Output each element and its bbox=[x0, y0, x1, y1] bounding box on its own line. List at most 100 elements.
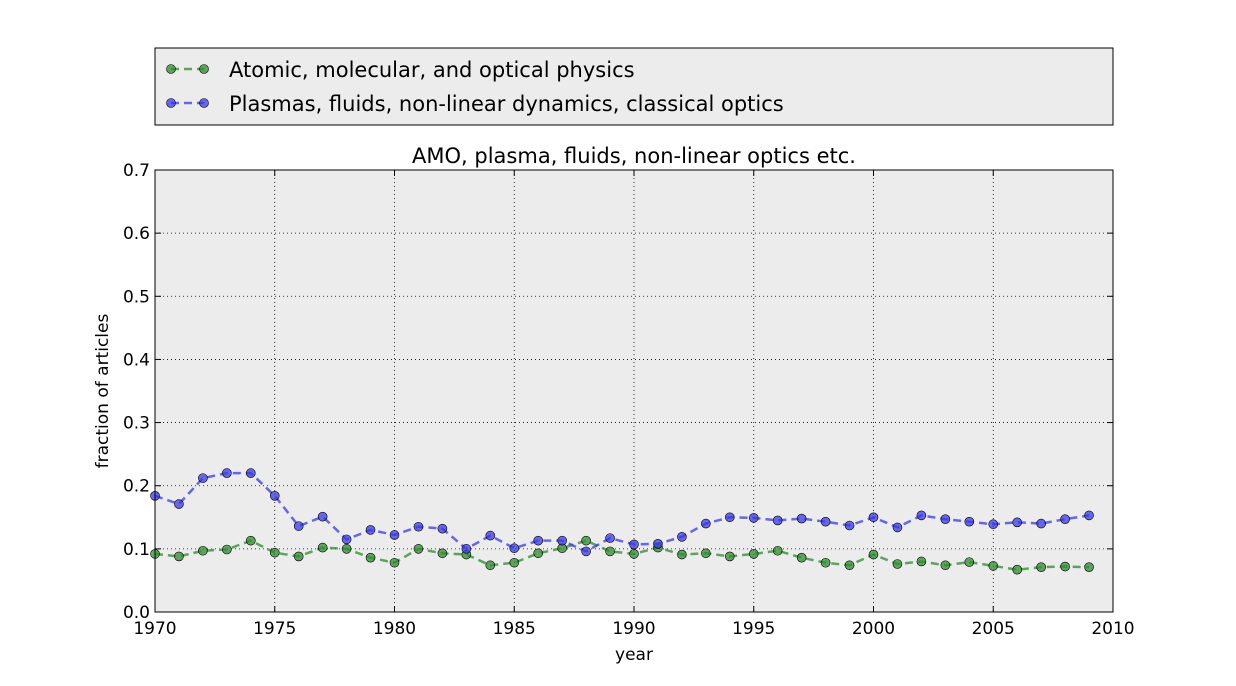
data-point bbox=[796, 552, 807, 563]
data-point bbox=[605, 546, 615, 557]
x-tick-label: 2000 bbox=[852, 619, 895, 639]
data-point bbox=[892, 522, 903, 533]
legend-label: Atomic, molecular, and optical physics bbox=[229, 58, 635, 82]
data-point bbox=[772, 515, 783, 526]
data-point bbox=[389, 530, 400, 540]
data-point bbox=[940, 560, 951, 571]
data-point bbox=[988, 561, 999, 571]
data-point bbox=[509, 543, 520, 554]
x-tick-label: 1980 bbox=[373, 619, 416, 639]
y-tick-label: 0.5 bbox=[123, 287, 150, 307]
data-point bbox=[174, 551, 184, 562]
x-tick-label: 1970 bbox=[133, 619, 176, 639]
x-tick-label: 1985 bbox=[493, 619, 536, 639]
grid bbox=[155, 170, 1113, 612]
data-point bbox=[198, 473, 208, 483]
data-point bbox=[1036, 518, 1046, 529]
data-point bbox=[1060, 514, 1070, 524]
data-point bbox=[653, 539, 663, 549]
data-point bbox=[748, 513, 759, 523]
data-point bbox=[293, 521, 304, 531]
data-point bbox=[365, 552, 376, 563]
series-1 bbox=[150, 535, 1094, 575]
data-point bbox=[198, 545, 208, 556]
data-point bbox=[389, 557, 400, 568]
chart-title: AMO, plasma, fluids, non-linear optics e… bbox=[412, 144, 856, 168]
data-point bbox=[533, 535, 544, 546]
data-point bbox=[772, 545, 783, 556]
data-point bbox=[1084, 510, 1094, 521]
x-tick-label: 2005 bbox=[972, 619, 1015, 639]
y-tick-label: 0.1 bbox=[123, 540, 150, 560]
series-layer bbox=[150, 468, 1094, 575]
data-point bbox=[701, 518, 711, 529]
legend-entry: Atomic, molecular, and optical physics bbox=[166, 58, 635, 82]
x-tick-label: 1975 bbox=[253, 619, 296, 639]
y-tick-label: 0.3 bbox=[123, 414, 150, 434]
data-point bbox=[629, 539, 639, 550]
data-point bbox=[581, 546, 591, 557]
data-point bbox=[820, 557, 831, 568]
data-point bbox=[964, 557, 975, 567]
legend-marker bbox=[199, 64, 209, 74]
data-point bbox=[341, 544, 352, 554]
x-tick-label: 1995 bbox=[732, 619, 775, 639]
data-point bbox=[677, 549, 687, 560]
y-tick-label: 0.2 bbox=[123, 477, 150, 497]
data-point bbox=[581, 535, 591, 546]
data-point bbox=[940, 514, 951, 524]
data-point bbox=[437, 548, 448, 559]
data-point bbox=[1036, 562, 1046, 572]
y-tick-label: 0.6 bbox=[123, 224, 150, 244]
data-point bbox=[485, 530, 496, 541]
data-point bbox=[724, 512, 735, 523]
y-tick-label: 0.4 bbox=[123, 350, 150, 370]
data-point bbox=[365, 525, 376, 535]
legend-marker bbox=[199, 98, 209, 108]
data-point bbox=[844, 560, 855, 571]
x-tick-label: 2010 bbox=[1091, 619, 1134, 639]
data-point bbox=[1012, 564, 1023, 575]
y-axis-label: fraction of articles bbox=[93, 314, 113, 469]
x-axis-label: year bbox=[615, 645, 653, 665]
x-tick-label: 1990 bbox=[612, 619, 655, 639]
data-point bbox=[964, 516, 975, 527]
data-point bbox=[317, 542, 328, 553]
data-point bbox=[916, 510, 927, 521]
y-tick-label: 0.7 bbox=[123, 161, 150, 181]
data-point bbox=[1012, 517, 1023, 528]
data-point bbox=[677, 532, 687, 542]
legend-marker bbox=[166, 64, 176, 74]
data-point bbox=[844, 520, 855, 531]
data-point bbox=[796, 513, 807, 524]
data-point bbox=[269, 491, 280, 501]
legend-marker bbox=[166, 98, 176, 108]
data-point bbox=[269, 547, 280, 558]
ticks: 1970 1975 1980 1985 1990 1995 2000 2005 2010 0.0 0… bbox=[123, 161, 1135, 639]
data-point bbox=[605, 533, 615, 543]
data-point bbox=[413, 544, 424, 554]
legend: Atomic, molecular, and optical physics Pl… bbox=[154, 47, 1114, 126]
data-point bbox=[868, 549, 879, 560]
data-point bbox=[509, 557, 520, 568]
data-point bbox=[222, 468, 232, 478]
data-point bbox=[724, 551, 735, 562]
data-point bbox=[413, 521, 424, 532]
data-point bbox=[222, 544, 232, 555]
data-point bbox=[485, 560, 496, 571]
data-point bbox=[174, 499, 184, 509]
data-point bbox=[437, 523, 448, 534]
data-point bbox=[557, 535, 567, 546]
data-point bbox=[317, 511, 328, 522]
data-point bbox=[748, 549, 759, 559]
legend-box bbox=[154, 47, 1114, 126]
data-point bbox=[916, 556, 927, 567]
data-point bbox=[246, 468, 256, 478]
data-point bbox=[820, 516, 831, 527]
data-point bbox=[868, 512, 879, 523]
data-point bbox=[1060, 561, 1070, 572]
legend-label: Plasmas, fluids, non-linear dynamics, cl… bbox=[229, 92, 784, 116]
data-point bbox=[293, 551, 304, 562]
y-tick-label: 0.0 bbox=[123, 603, 150, 623]
